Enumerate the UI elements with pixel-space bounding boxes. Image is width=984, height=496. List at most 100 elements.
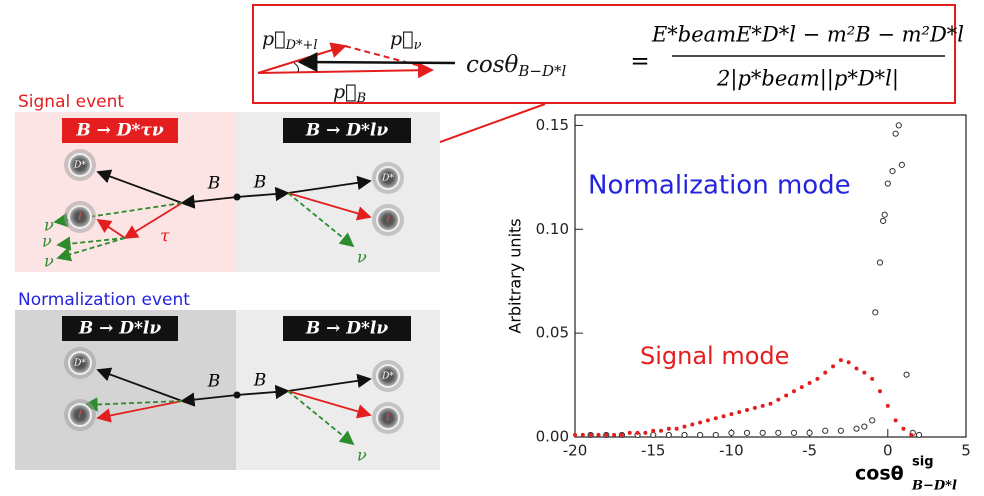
data-point [627, 430, 632, 435]
b-label: B [253, 173, 267, 193]
data-point [690, 422, 695, 427]
data-point [580, 432, 585, 437]
x-tick-label: -20 [563, 442, 588, 460]
x-tick-label: -5 [802, 442, 817, 460]
y-tick-label: 0.10 [536, 220, 569, 238]
track [180, 392, 238, 407]
particle [376, 208, 400, 232]
b-label: B [207, 372, 221, 392]
data-point [760, 403, 765, 408]
data-point [768, 401, 773, 406]
particle-label: D* [381, 174, 394, 184]
data-point [776, 397, 781, 402]
vector [257, 62, 434, 79]
angle [293, 62, 299, 73]
data-point [837, 427, 844, 434]
track [56, 237, 126, 262]
data-point [895, 122, 902, 129]
data-point [799, 385, 804, 390]
particle [376, 364, 400, 388]
vector-label: p⃗D*+l [262, 28, 318, 53]
data-point [697, 431, 704, 439]
decay-header [62, 316, 178, 341]
decay-header [283, 118, 411, 143]
data-point [784, 393, 789, 398]
b-label: B [207, 174, 221, 194]
data-point [876, 259, 884, 266]
data-point [854, 366, 859, 371]
data-point [846, 360, 851, 365]
particle [376, 166, 400, 190]
particle-label: l [79, 213, 82, 223]
event-title: Signal event [18, 92, 124, 112]
data-point [790, 429, 798, 436]
nu-label: ν [44, 216, 54, 235]
event-title: Normalization event [18, 290, 190, 310]
data-point [838, 358, 843, 363]
formula-box [252, 4, 956, 104]
data-point [743, 429, 751, 436]
particle [68, 205, 92, 229]
track [287, 373, 372, 392]
nu-label: ν [42, 232, 52, 251]
track [56, 236, 126, 251]
plot-frame [574, 114, 967, 438]
vertex [233, 193, 241, 201]
y-axis-label: Arbitrary units [506, 218, 525, 333]
data-point [869, 417, 876, 424]
track [287, 175, 372, 194]
particle-label: D* [73, 359, 86, 369]
vector-label: p⃗ν [390, 28, 422, 53]
data-point [881, 211, 888, 218]
track [96, 367, 183, 402]
data-point [728, 429, 735, 436]
tau-label: τ [160, 227, 170, 247]
data-point [712, 431, 719, 439]
particle-label: l [387, 414, 390, 424]
x-tick-label: -10 [719, 442, 744, 460]
decay-header [62, 118, 178, 143]
data-point [831, 364, 836, 369]
data-point [862, 370, 867, 375]
x-tick-label: 0 [883, 442, 893, 460]
x-axis-label: cosθ [855, 463, 904, 485]
data-point [872, 309, 879, 316]
data-point [721, 414, 726, 419]
data-point [752, 405, 757, 410]
data-point [737, 410, 742, 415]
particle-label: D* [381, 372, 394, 382]
formula-equals: = [630, 49, 649, 75]
data-point [619, 432, 624, 437]
track [236, 186, 290, 202]
data-point [651, 428, 656, 433]
data-point [893, 418, 898, 423]
data-point [870, 376, 875, 381]
data-point [823, 370, 828, 375]
text-part: p⃗ [333, 81, 357, 103]
particle [68, 403, 92, 427]
text-part: D*+l [285, 38, 318, 53]
data-point [665, 431, 672, 439]
track [287, 192, 372, 221]
data-point [880, 217, 887, 225]
track [96, 219, 126, 239]
data-point [775, 429, 782, 436]
track [96, 169, 183, 204]
data-point [807, 380, 812, 385]
particle [376, 406, 400, 430]
decay-label: B → D*lν [305, 121, 389, 141]
data-point [915, 431, 923, 439]
track [236, 384, 290, 400]
formula-numerator: E*beamE*D*l − m²B − m²D*l [651, 23, 964, 47]
x-tick-label: 5 [961, 442, 971, 460]
track [123, 202, 183, 239]
nu-label: ν [44, 252, 54, 271]
data-point [729, 412, 734, 417]
text-part: p⃗ [262, 28, 286, 50]
data-point [853, 425, 860, 432]
text-part: p⃗ [390, 28, 414, 50]
track [287, 390, 372, 419]
data-point [705, 418, 710, 423]
particle-label: l [79, 411, 82, 421]
